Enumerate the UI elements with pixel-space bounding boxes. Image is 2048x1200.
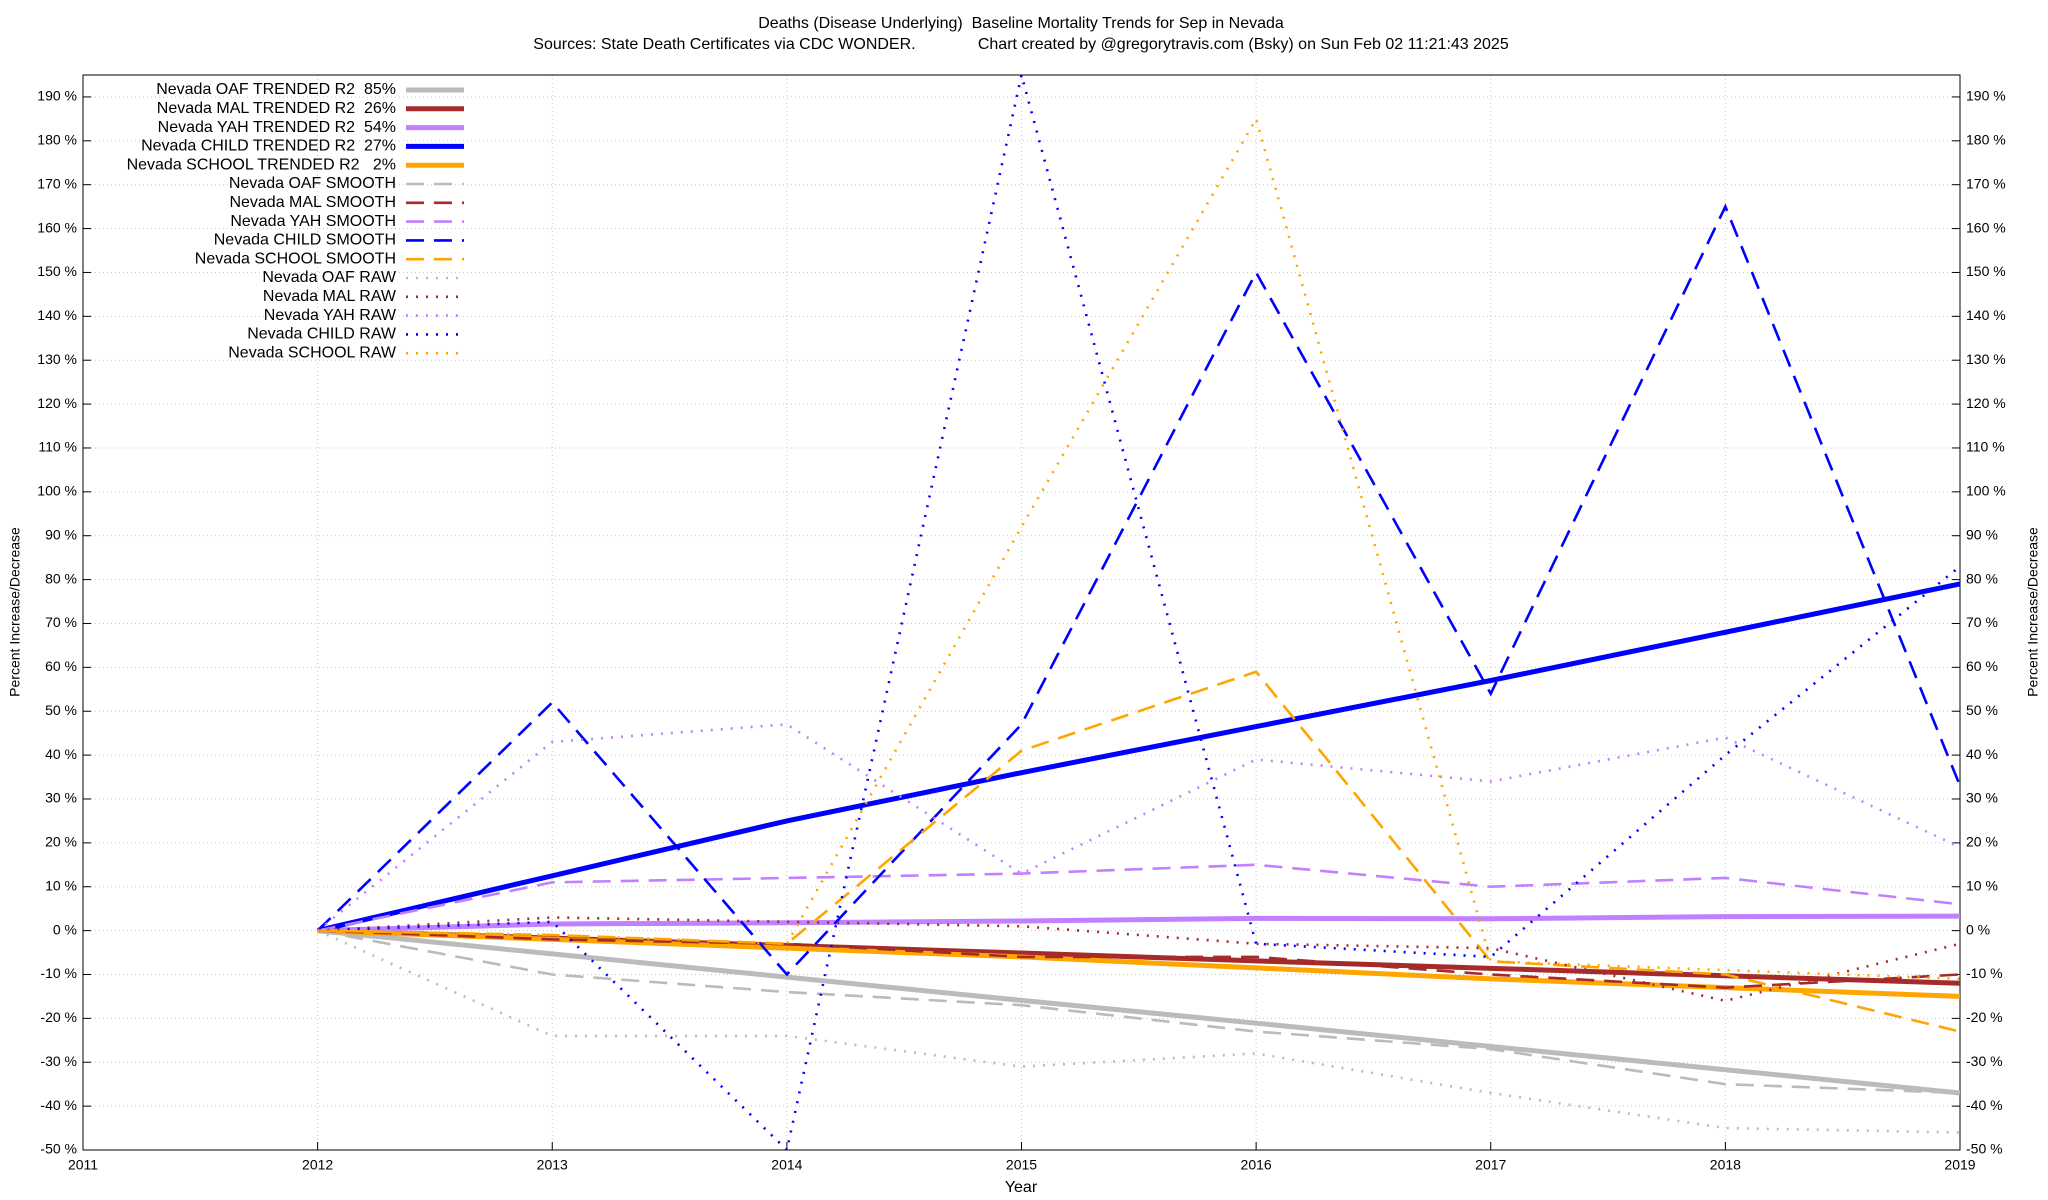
y-tick-label: 130 % xyxy=(37,351,77,367)
y2-tick-label: -20 % xyxy=(1966,1009,2003,1025)
y-tick-label: -40 % xyxy=(40,1097,77,1113)
y2-tick-label: 100 % xyxy=(1966,483,2006,499)
y2-tick-label: 60 % xyxy=(1966,658,1998,674)
series-line xyxy=(317,929,1960,989)
y2-tick-label: 110 % xyxy=(1966,439,2005,455)
y2-tick-label: 170 % xyxy=(1966,175,2006,191)
x-tick-label: 2016 xyxy=(1241,1157,1272,1173)
y2-tick-label: 150 % xyxy=(1966,263,2006,279)
legend-label: Nevada CHILD RAW xyxy=(247,326,397,343)
legend-label: Nevada OAF SMOOTH xyxy=(229,175,396,192)
legend-label: Nevada YAH SMOOTH xyxy=(230,213,396,230)
y2-tick-label: 30 % xyxy=(1966,790,1998,806)
y2-tick-label: 10 % xyxy=(1966,877,1998,893)
y2-tick-label: 20 % xyxy=(1966,834,1998,850)
y2-tick-label: 90 % xyxy=(1966,526,1998,542)
y-tick-label: 80 % xyxy=(45,570,77,586)
y2-tick-label: 50 % xyxy=(1966,702,1998,718)
y-tick-label: 40 % xyxy=(45,746,77,762)
chart-title: Deaths (Disease Underlying) Baseline Mor… xyxy=(758,15,1284,32)
y2-tick-label: 190 % xyxy=(1966,88,2006,104)
y2-tick-label: -40 % xyxy=(1966,1097,2003,1113)
y-axis-label: Percent Increase/Decrease xyxy=(7,527,23,697)
y-tick-label: 190 % xyxy=(37,88,77,104)
y2-tick-label: 120 % xyxy=(1966,395,2006,411)
y-tick-label: 10 % xyxy=(45,877,77,893)
y-tick-label: 90 % xyxy=(45,526,77,542)
y-tick-label: -50 % xyxy=(40,1141,77,1157)
legend-label: Nevada SCHOOL RAW xyxy=(228,344,397,361)
legend-label: Nevada YAH TRENDED R2 54% xyxy=(158,119,396,136)
y-tick-label: 20 % xyxy=(45,834,77,850)
series-line xyxy=(317,863,1960,932)
y2-tick-label: 180 % xyxy=(1966,132,2006,148)
plot-frame xyxy=(82,74,1961,1151)
y-tick-label: 50 % xyxy=(45,702,77,718)
y-tick-label: 180 % xyxy=(37,132,77,148)
legend-label: Nevada MAL RAW xyxy=(263,288,397,305)
legend-label: Nevada OAF TRENDED R2 85% xyxy=(156,81,396,98)
x-tick-label: 2019 xyxy=(1944,1157,1975,1173)
x-tick-label: 2014 xyxy=(771,1157,802,1173)
legend-label: Nevada YAH RAW xyxy=(264,307,397,324)
y-tick-label: 120 % xyxy=(37,395,77,411)
y-tick-label: 30 % xyxy=(45,790,77,806)
x-tick-label: 2018 xyxy=(1710,1157,1741,1173)
y2-tick-label: 160 % xyxy=(1966,219,2006,235)
x-tick-label: 2017 xyxy=(1475,1157,1506,1173)
series-line xyxy=(317,581,1960,934)
series-line xyxy=(316,723,1960,932)
y-tick-label: 0 % xyxy=(53,921,77,937)
legend-label: Nevada MAL TRENDED R2 26% xyxy=(157,100,396,117)
legend-label: Nevada OAF RAW xyxy=(262,269,397,286)
y2-tick-label: -10 % xyxy=(1966,965,2003,981)
y2-tick-label: 40 % xyxy=(1966,746,1998,762)
series-line xyxy=(317,929,1960,1095)
x-axis-label: Year xyxy=(1005,1179,1038,1196)
y2-axis-label: Percent Increase/Decrease xyxy=(2025,527,2041,697)
y2-tick-label: -50 % xyxy=(1966,1141,2003,1157)
series-line xyxy=(317,928,1960,999)
chart-subtitle: Sources: State Death Certificates via CD… xyxy=(533,36,1509,53)
legend-label: Nevada MAL SMOOTH xyxy=(229,194,396,211)
series-line xyxy=(317,928,1960,1096)
legend-label: Nevada SCHOOL SMOOTH xyxy=(195,250,396,267)
plot-area xyxy=(316,75,1960,1150)
y-tick-label: -20 % xyxy=(40,1009,77,1025)
y2-tick-label: 130 % xyxy=(1966,351,2006,367)
series-line xyxy=(316,203,1960,977)
y-tick-label: 150 % xyxy=(37,263,77,279)
y-tick-label: 160 % xyxy=(37,219,77,235)
y-tick-label: 60 % xyxy=(45,658,77,674)
y-tick-label: -30 % xyxy=(40,1053,77,1069)
x-tick-label: 2011 xyxy=(68,1157,98,1173)
x-tick-label: 2013 xyxy=(537,1157,568,1173)
y-tick-label: 110 % xyxy=(38,439,77,455)
y2-tick-label: -30 % xyxy=(1966,1053,2003,1069)
y2-tick-label: 80 % xyxy=(1966,570,1998,586)
y2-tick-label: 0 % xyxy=(1966,921,1990,937)
legend-label: Nevada CHILD TRENDED R2 27% xyxy=(141,138,396,155)
series-line xyxy=(317,913,1960,934)
x-tick-label: 2012 xyxy=(302,1157,333,1173)
series-line xyxy=(317,670,1960,1033)
x-tick-label: 2015 xyxy=(1006,1157,1037,1173)
y-tick-label: 70 % xyxy=(45,614,77,630)
legend-label: Nevada CHILD SMOOTH xyxy=(214,232,396,249)
y-tick-label: 170 % xyxy=(37,175,77,191)
series-line xyxy=(317,916,1960,1003)
y-tick-label: 100 % xyxy=(37,483,77,499)
y2-tick-label: 140 % xyxy=(1966,307,2006,323)
series-line xyxy=(317,115,1960,981)
y2-tick-label: 70 % xyxy=(1966,614,1998,630)
y-tick-label: -10 % xyxy=(40,965,77,981)
y-tick-label: 140 % xyxy=(37,307,77,323)
legend-label: Nevada SCHOOL TRENDED R2 2% xyxy=(127,156,396,173)
